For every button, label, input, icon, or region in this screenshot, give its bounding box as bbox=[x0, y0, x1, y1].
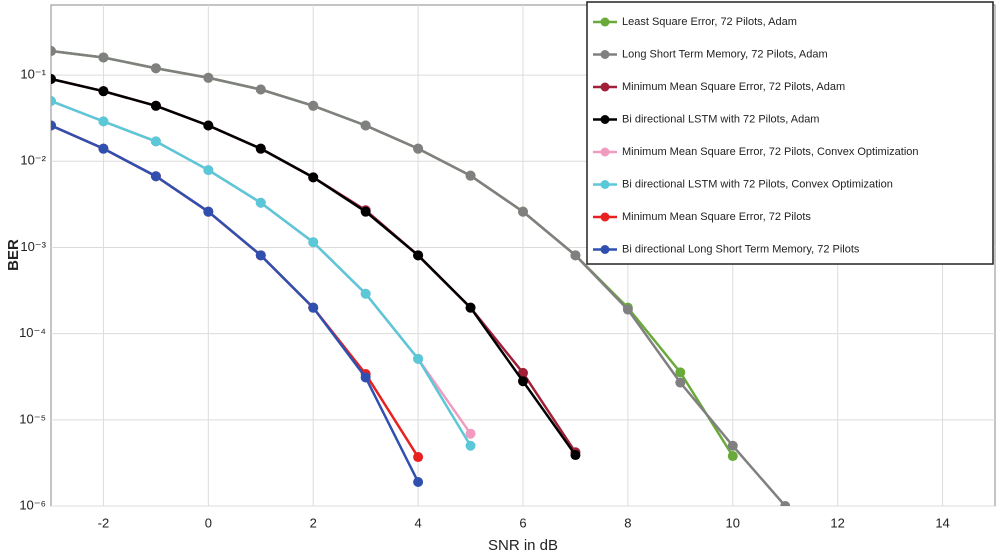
legend-marker bbox=[600, 147, 610, 157]
data-point bbox=[465, 440, 476, 451]
data-point bbox=[360, 206, 371, 217]
legend-label: Minimum Mean Square Error, 72 Pilots, Ad… bbox=[622, 81, 845, 93]
data-point bbox=[98, 116, 109, 127]
data-point bbox=[413, 452, 424, 463]
data-point bbox=[150, 100, 161, 111]
y-tick-label: 10⁻¹ bbox=[20, 67, 46, 82]
y-tick-label: 10⁻² bbox=[20, 153, 46, 168]
x-tick-label: 0 bbox=[205, 515, 212, 530]
data-point bbox=[51, 74, 56, 85]
data-point bbox=[98, 143, 109, 154]
data-point bbox=[150, 171, 161, 182]
y-tick-label: 10⁻⁴ bbox=[19, 325, 46, 340]
data-point bbox=[727, 440, 738, 451]
x-tick-label: 12 bbox=[830, 515, 844, 530]
data-point bbox=[203, 206, 214, 217]
legend-marker bbox=[600, 180, 610, 189]
data-point bbox=[413, 476, 424, 487]
data-point bbox=[413, 143, 424, 154]
data-point bbox=[465, 302, 476, 313]
legend-label: Minimum Mean Square Error, 72 Pilots, Co… bbox=[622, 146, 919, 158]
data-point bbox=[360, 120, 371, 131]
data-point bbox=[413, 353, 424, 364]
data-point bbox=[675, 367, 686, 378]
data-point bbox=[255, 250, 266, 261]
ticks: -2 0 2 4 6 8 10 12 14 10⁻¹ 10⁻² 10⁻³ 10⁻⁴ 10⁻⁵ 10⁻⁶ bbox=[19, 67, 950, 531]
series-group bbox=[51, 46, 791, 506]
x-tick-label: -2 bbox=[98, 515, 110, 530]
data-point bbox=[570, 250, 581, 261]
data-point bbox=[675, 377, 686, 388]
x-tick-label: 6 bbox=[519, 515, 526, 530]
legend-marker bbox=[600, 212, 610, 222]
data-point bbox=[360, 288, 371, 299]
legend-marker bbox=[600, 115, 610, 124]
data-point bbox=[308, 302, 319, 313]
data-point bbox=[255, 143, 266, 154]
data-point bbox=[465, 170, 476, 181]
legend-marker bbox=[600, 82, 610, 92]
data-point bbox=[570, 450, 581, 461]
legend-label: Bi directional LSTM with 72 Pilots, Conv… bbox=[622, 178, 893, 190]
series-line bbox=[51, 124, 420, 483]
legend-label: Bi directional LSTM with 72 Pilots, Adam bbox=[622, 113, 819, 125]
legend-label: Least Square Error, 72 Pilots, Adam bbox=[622, 16, 797, 28]
x-tick-label: 4 bbox=[414, 515, 421, 530]
legend-marker bbox=[600, 245, 610, 254]
data-point bbox=[518, 376, 528, 387]
data-point bbox=[622, 304, 633, 315]
data-point bbox=[727, 451, 738, 462]
legend-label: Minimum Mean Square Error, 72 Pilots bbox=[622, 211, 811, 223]
y-tick-label: 10⁻⁶ bbox=[19, 497, 46, 512]
legend-label: Long Short Term Memory, 72 Pilots, Adam bbox=[622, 48, 828, 60]
data-point bbox=[255, 197, 266, 208]
data-point bbox=[203, 165, 214, 176]
legend: Least Square Error, 72 Pilots, Adam Long … bbox=[586, 1, 994, 265]
data-point bbox=[465, 428, 476, 439]
legend-marker bbox=[600, 50, 610, 59]
data-point bbox=[98, 52, 109, 63]
data-point bbox=[51, 96, 56, 107]
x-tick-label: 10 bbox=[726, 515, 740, 530]
data-point bbox=[255, 84, 266, 95]
data-point bbox=[51, 46, 56, 57]
x-tick-label: 14 bbox=[935, 515, 949, 530]
data-point bbox=[150, 63, 161, 74]
x-axis-label: SNR in dB bbox=[488, 537, 558, 554]
legend-box bbox=[586, 1, 994, 265]
data-point bbox=[308, 100, 319, 111]
legend-marker bbox=[600, 17, 610, 27]
data-point bbox=[51, 120, 56, 131]
y-tick-label: 10⁻⁵ bbox=[19, 411, 46, 426]
data-point bbox=[518, 367, 528, 378]
legend-label: Bi directional Long Short Term Memory, 7… bbox=[622, 243, 860, 255]
y-axis-label: BER bbox=[5, 239, 22, 271]
data-point bbox=[203, 120, 214, 131]
data-point bbox=[360, 372, 371, 383]
data-point bbox=[518, 206, 528, 217]
x-tick-label: 8 bbox=[624, 515, 631, 530]
x-tick-label: 2 bbox=[310, 515, 317, 530]
data-point bbox=[150, 136, 161, 147]
data-point bbox=[308, 172, 319, 183]
data-point bbox=[413, 250, 424, 261]
data-point bbox=[308, 237, 319, 248]
y-tick-label: 10⁻³ bbox=[20, 239, 46, 254]
data-point bbox=[780, 501, 791, 506]
data-point bbox=[98, 86, 109, 97]
data-point bbox=[203, 72, 214, 83]
